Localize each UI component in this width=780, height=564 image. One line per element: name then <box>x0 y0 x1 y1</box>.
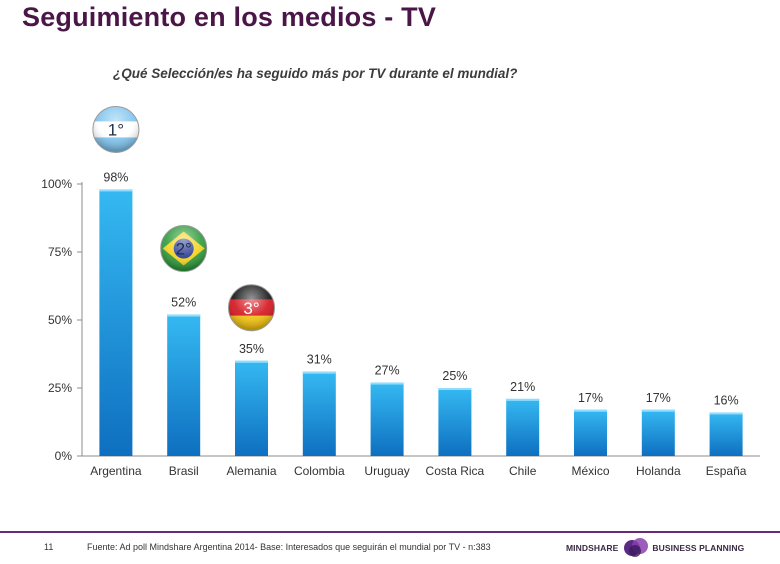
y-tick-label: 50% <box>48 313 72 327</box>
bar-españa <box>709 412 743 456</box>
category-label: México <box>571 464 609 478</box>
chart-title: ¿Qué Selección/es ha seguido más por TV … <box>113 66 518 81</box>
value-label: 31% <box>307 353 332 367</box>
bar-highlight <box>99 189 133 192</box>
medal-ring <box>160 225 208 273</box>
bar-brasil <box>167 314 201 456</box>
value-label: 25% <box>442 369 467 383</box>
value-label: 52% <box>171 296 196 310</box>
medal-alemania: 3° <box>228 284 275 332</box>
bar-costa-rica <box>438 388 472 456</box>
medal-badges: 1° 2° 3° <box>92 105 275 332</box>
source-note: Fuente: Ad poll Mindshare Argentina 2014… <box>87 542 491 552</box>
medal-ring <box>228 284 275 332</box>
value-label: 17% <box>646 391 671 405</box>
bar-highlight <box>370 382 404 385</box>
bar-holanda <box>641 409 675 456</box>
value-label: 35% <box>239 342 264 356</box>
medal-gloss <box>160 225 207 272</box>
y-tick-label: 25% <box>48 381 72 395</box>
category-label: Colombia <box>294 464 345 478</box>
y-tick-label: 0% <box>55 449 73 463</box>
footer-divider <box>0 531 780 533</box>
y-tick-label: 75% <box>48 245 72 259</box>
bar-argentina <box>99 189 133 456</box>
logo-text-left: MINDSHARE <box>566 543 619 553</box>
medal-brasil: 2° <box>160 225 208 273</box>
page-title: Seguimiento en los medios - TV <box>22 2 437 32</box>
category-label: España <box>706 464 747 478</box>
bar-highlight <box>167 314 201 317</box>
bar-highlight <box>302 371 336 374</box>
bar-highlight <box>438 388 472 390</box>
bar-méxico <box>574 409 607 456</box>
bar-series <box>99 189 743 456</box>
category-label: Holanda <box>636 464 681 478</box>
medal-gloss <box>92 106 139 153</box>
bar-uruguay <box>370 382 404 456</box>
medal-ring <box>92 105 140 153</box>
logo-circles-icon <box>620 537 650 559</box>
medal-gloss <box>228 284 275 331</box>
y-tick-label: 100% <box>41 177 72 191</box>
bar-highlight <box>574 409 607 412</box>
medal-argentina: 1° <box>92 105 140 153</box>
bar-highlight <box>641 409 675 412</box>
category-label: Alemania <box>226 464 276 478</box>
bar-colombia <box>302 371 336 456</box>
bar-highlight <box>506 398 540 401</box>
category-label: Uruguay <box>364 464 409 478</box>
category-label: Brasil <box>169 464 199 478</box>
category-label: Costa Rica <box>426 464 485 478</box>
bar-chart: 0% 25% 50% 75% 100% 98% Argentina 52% Brasil 35%… <box>41 105 760 478</box>
bar-alemania <box>235 360 268 456</box>
value-label: 17% <box>578 391 603 405</box>
bar-chile <box>506 398 540 456</box>
medal-rank-label: 2° <box>176 240 192 259</box>
category-label: Chile <box>509 464 537 478</box>
bar-highlight <box>709 412 743 415</box>
bar-highlight <box>235 360 268 363</box>
medal-rank-label: 3° <box>243 299 259 318</box>
mindshare-logo: MINDSHARE BUSINESS PLANNING <box>566 537 744 559</box>
value-label: 16% <box>714 393 739 407</box>
logo-text-right: BUSINESS PLANNING <box>652 543 745 553</box>
category-label: Argentina <box>90 464 142 478</box>
data-labels: 98% Argentina 52% Brasil 35% Alemania 31% Colom… <box>90 170 747 478</box>
page-number: 11 <box>44 542 54 552</box>
value-label: 27% <box>375 364 400 378</box>
value-label: 98% <box>103 170 128 184</box>
medal-rank-label: 1° <box>108 120 124 139</box>
value-label: 21% <box>510 380 535 394</box>
